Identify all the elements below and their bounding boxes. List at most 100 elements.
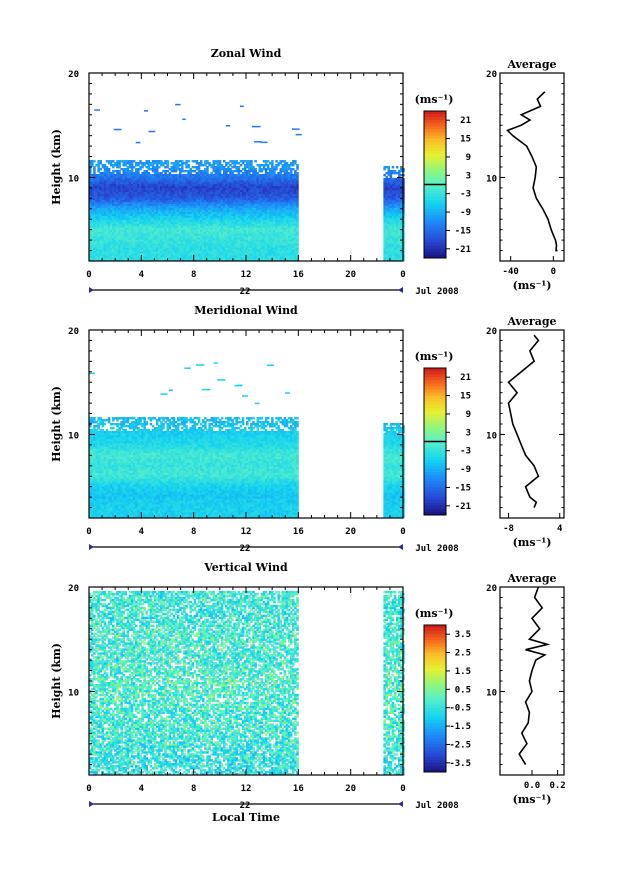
heatmap-cell [143,251,146,254]
heatmap-cell [126,249,130,252]
heatmap-cell [143,207,146,210]
heatmap-cell [193,255,197,258]
heatmap-cell [164,239,167,242]
heatmap-cell [120,201,123,205]
heatmap-cell [195,167,199,171]
heatmap-cell [124,217,128,220]
heatmap-cell [124,255,128,258]
heatmap-cell [126,162,130,165]
heatmap-cell [137,237,140,240]
heatmap-cell [118,237,121,240]
heatmap-cell [160,237,163,240]
heatmap-cell [170,213,174,216]
heatmap-cell [151,227,155,230]
heatmap-cell [199,247,203,250]
heatmap-cell [107,241,111,244]
heatmap-cell [170,247,174,250]
heatmap-cell [181,169,184,173]
heatmap-cell [149,205,153,208]
heatmap-cell [124,221,128,224]
heatmap-cell [107,193,111,197]
heatmap-cell [202,251,205,254]
heatmap-cell [168,213,172,216]
heatmap-cell [191,259,195,262]
heatmap-cell [135,253,138,256]
heatmap-cell [116,217,119,220]
heatmap-cell [114,247,117,250]
heatmap-cell [126,213,130,216]
heatmap-cell [197,181,201,185]
heatmap-cell [105,195,109,199]
heatmap-cell [174,167,178,171]
heatmap-cell [202,243,205,246]
heatmap-cell [153,247,157,250]
heatmap-cell [164,211,167,214]
heatmap-cell [135,177,138,181]
heatmap-cell [166,237,169,240]
heatmap-cell [187,227,190,230]
heatmap-cell [103,211,107,214]
heatmap-cell [132,179,136,183]
heatmap-cell [114,169,117,173]
heatmap-cell [199,193,203,197]
heatmap-cell [139,219,142,222]
heatmap-cell [164,245,167,248]
heatmap-cell [124,173,128,177]
heatmap-cell [185,162,188,165]
heatmap-cell [166,181,169,185]
heatmap-cell [93,219,96,222]
heatmap-cell [109,243,113,246]
heatmap-cell [132,241,136,244]
heatmap-cell [174,160,178,163]
heatmap-cell [183,162,186,165]
heatmap-cell [160,227,163,230]
heatmap-cell [91,245,94,248]
heatmap-cell [187,169,190,173]
heatmap-cell [101,217,105,220]
heatmap-cell [107,213,111,216]
heatmap-cell [112,231,115,234]
heatmap-cell [107,255,111,258]
heatmap-cell [91,209,94,212]
heatmap-cell [193,191,197,195]
heatmap-cell [97,217,100,220]
heatmap-cell [183,205,186,208]
heatmap-cell [126,191,130,195]
heatmap-cell [172,217,176,220]
heatmap-cell [95,229,98,232]
heatmap-cell [164,179,167,183]
heatmap-cell [107,207,111,210]
heatmap-cell [116,195,119,199]
heatmap-cell [93,221,96,224]
heatmap-cell [191,247,195,250]
heatmap-cell [179,243,182,246]
heatmap-cell [99,235,102,238]
heatmap-cell [151,239,155,242]
heatmap-cell [124,164,128,167]
heatmap-cell [132,173,136,177]
heatmap-cell [126,255,130,258]
heatmap-cell [107,259,111,262]
heatmap-cell [147,219,151,222]
heatmap-cell [116,175,119,179]
heatmap-cell [149,183,153,187]
heatmap-cell [139,207,142,210]
heatmap-cell [103,164,107,167]
heatmap-cell [137,195,140,199]
heatmap-cell [189,199,192,203]
heatmap-cell [141,237,144,240]
heatmap-cell [197,241,201,244]
heatmap-cell [112,221,115,224]
heatmap-cell [185,257,188,260]
heatmap-cell [99,247,102,250]
heatmap-cell [99,215,102,218]
heatmap-cell [141,199,144,203]
heatmap-cell [193,201,197,205]
heatmap-cell [132,245,136,248]
heatmap-cell [162,181,165,185]
heatmap-cell [105,223,109,226]
heatmap-cell [137,229,140,232]
heatmap-cell [160,243,163,246]
heatmap-cell [199,237,203,240]
heatmap-cell [160,233,163,236]
